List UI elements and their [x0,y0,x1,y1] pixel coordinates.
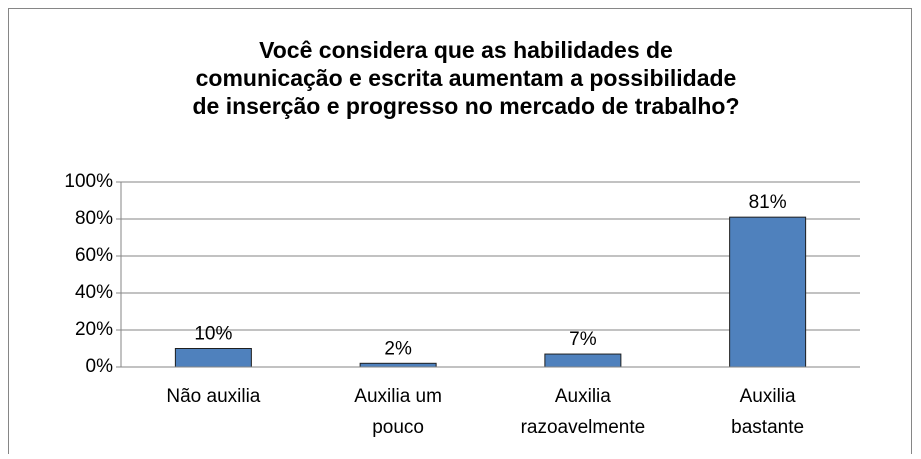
x-tick-label: Auxilia bastante [731,386,804,438]
bar [359,362,437,368]
data-label: 2% [384,338,412,359]
y-tick-label: 100% [64,171,113,192]
bar [544,353,622,368]
x-tick-label: Auxilia razoavelmente [521,386,646,438]
chart-title: Você considera que as habilidades de comu… [192,37,739,119]
data-label: 7% [569,329,597,350]
y-tick-label: 0% [86,356,114,377]
y-tick-label: 40% [75,282,113,303]
data-label: 81% [749,192,787,213]
bar [729,216,807,368]
x-tick-label: Auxilia um pouco [354,386,442,438]
bar [174,348,252,368]
y-tick-label: 60% [75,245,113,266]
y-tick-label: 80% [75,208,113,229]
y-tick-label: 20% [75,319,113,340]
x-tick-label: Não auxilia [166,386,260,407]
data-label: 10% [194,324,232,345]
